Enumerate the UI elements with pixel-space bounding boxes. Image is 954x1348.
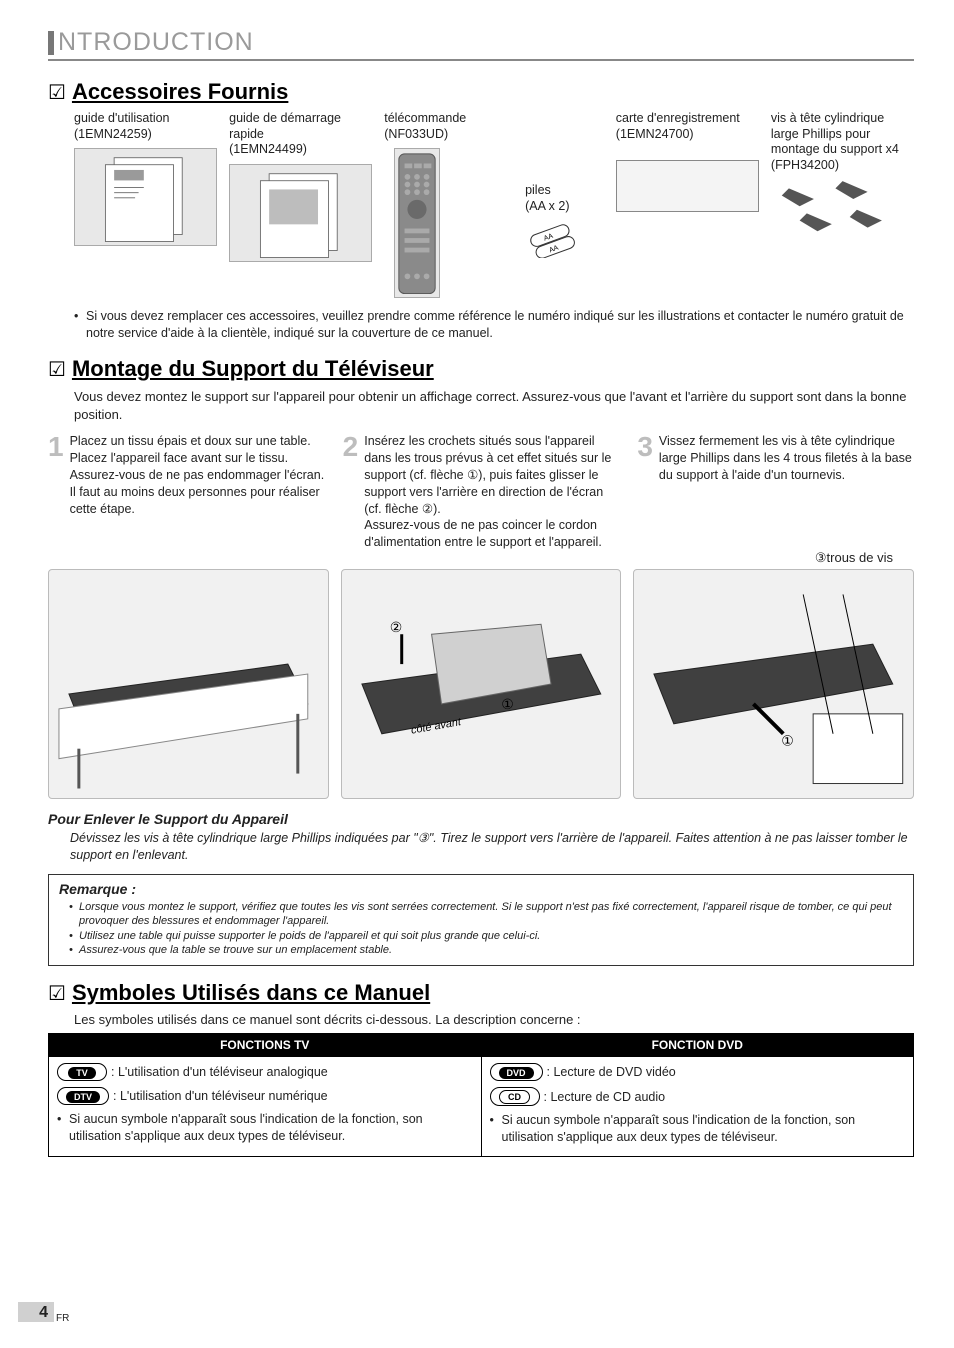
- badge-cd: CD: [490, 1087, 540, 1106]
- check-icon: ☑: [48, 80, 66, 105]
- remove-support-title: Pour Enlever le Support du Appareil: [48, 811, 914, 827]
- badge-dvd: DVD: [490, 1063, 543, 1081]
- accessories-note: Si vous devez remplacer ces accessoires,…: [48, 298, 914, 346]
- table-row: CD : Lecture de CD audio: [490, 1087, 906, 1106]
- acc-quickstart: guide de démarrage rapide (1EMN24499): [229, 111, 372, 262]
- acc-batteries: piles (AA x 2) AA AA: [525, 111, 604, 263]
- step-1: 1 Placez un tissu épais et doux sur une …: [48, 433, 325, 551]
- page-number: 4: [18, 1302, 54, 1322]
- tv-note: Si aucun symbole n'apparaît sous l'indic…: [57, 1111, 473, 1145]
- header-accent: [48, 31, 54, 55]
- td-tv: TV : L'utilisation d'un téléviseur analo…: [49, 1057, 482, 1157]
- remark-box: Remarque : Lorsque vous montez le suppor…: [48, 874, 914, 966]
- table-row: DVD : Lecture de DVD vidéo: [490, 1063, 906, 1081]
- acc-guide: guide d'utilisation (1EMN24259): [74, 111, 217, 246]
- screw-holes-label: ③trous de vis: [815, 550, 893, 566]
- header-title: NTRODUCTION: [58, 28, 254, 56]
- acc-screws-image: [771, 180, 914, 240]
- diagram-3: ③trous de vis ①: [633, 569, 914, 799]
- dvd-note: Si aucun symbole n'apparaît sous l'indic…: [490, 1112, 906, 1146]
- svg-text:①: ①: [501, 696, 513, 712]
- section-mount-title: Montage du Support du Téléviseur: [72, 356, 434, 382]
- acc-card-image: [616, 160, 759, 212]
- step-text: Placez un tissu épais et doux sur une ta…: [70, 433, 325, 551]
- remark-item: Utilisez une table qui puisse supporter …: [69, 929, 903, 943]
- mount-diagrams: ② ① côté avant ③trous de vis ①: [48, 569, 914, 799]
- td-dvd: DVD : Lecture de DVD vidéo CD : Lecture …: [481, 1057, 914, 1157]
- badge-dtv: DTV: [57, 1087, 109, 1105]
- mount-intro: Vous devez montez le support sur l'appar…: [48, 388, 914, 423]
- section-mount-head: ☑ Montage du Support du Téléviseur: [48, 356, 914, 382]
- section-accessories-head: ☑ Accessoires Fournis: [48, 79, 914, 105]
- step-number: 2: [343, 433, 359, 551]
- acc-screws: vis à tête cylindrique large Phillips po…: [771, 111, 914, 240]
- th-tv: FONCTIONS TV: [49, 1034, 482, 1057]
- remark-title: Remarque :: [59, 881, 903, 897]
- remark-item: Lorsque vous montez le support, vérifiez…: [69, 900, 903, 929]
- mount-steps: 1 Placez un tissu épais et doux sur une …: [48, 433, 914, 551]
- accessories-row: guide d'utilisation (1EMN24259) guide de…: [48, 111, 914, 298]
- step-text: Insérez les crochets situés sous l'appar…: [364, 433, 619, 551]
- section-symbols-head: ☑ Symboles Utilisés dans ce Manuel: [48, 980, 914, 1006]
- acc-remote-image: [394, 148, 440, 298]
- section-accessories-title: Accessoires Fournis: [72, 79, 288, 105]
- step-3: 3 Vissez fermement les vis à tête cylind…: [637, 433, 914, 551]
- section-symbols-title: Symboles Utilisés dans ce Manuel: [72, 980, 430, 1006]
- th-dvd: FONCTION DVD: [481, 1034, 914, 1057]
- check-icon: ☑: [48, 981, 66, 1006]
- page-header: NTRODUCTION: [48, 28, 914, 61]
- table-row: TV : L'utilisation d'un téléviseur analo…: [57, 1063, 473, 1081]
- acc-batteries-image: AA AA: [525, 218, 604, 263]
- remove-support-text: Dévissez les vis à tête cylindrique larg…: [48, 830, 914, 864]
- acc-quickstart-image: [229, 164, 372, 262]
- diagram-2: ② ① côté avant: [341, 569, 622, 799]
- check-icon: ☑: [48, 357, 66, 382]
- page-lang: FR: [56, 1313, 69, 1324]
- step-text: Vissez fermement les vis à tête cylindri…: [659, 433, 914, 551]
- acc-card: carte d'enregistrement (1EMN24700): [616, 111, 759, 212]
- remark-item: Assurez-vous que la table se trouve sur …: [69, 943, 903, 957]
- acc-guide-image: [74, 148, 217, 246]
- badge-tv: TV: [57, 1063, 107, 1081]
- step-number: 1: [48, 433, 64, 551]
- table-row: DTV : L'utilisation d'un téléviseur numé…: [57, 1087, 473, 1105]
- step-2: 2 Insérez les crochets situés sous l'app…: [343, 433, 620, 551]
- svg-text:①: ①: [782, 733, 794, 749]
- step-number: 3: [637, 433, 653, 551]
- symbols-intro: Les symboles utilisés dans ce manuel son…: [48, 1012, 914, 1027]
- svg-text:②: ②: [389, 619, 401, 635]
- acc-remote: télécommande (NF033UD): [384, 111, 513, 298]
- symbols-table: FONCTIONS TV FONCTION DVD TV : L'utilisa…: [48, 1033, 914, 1157]
- diagram-1: [48, 569, 329, 799]
